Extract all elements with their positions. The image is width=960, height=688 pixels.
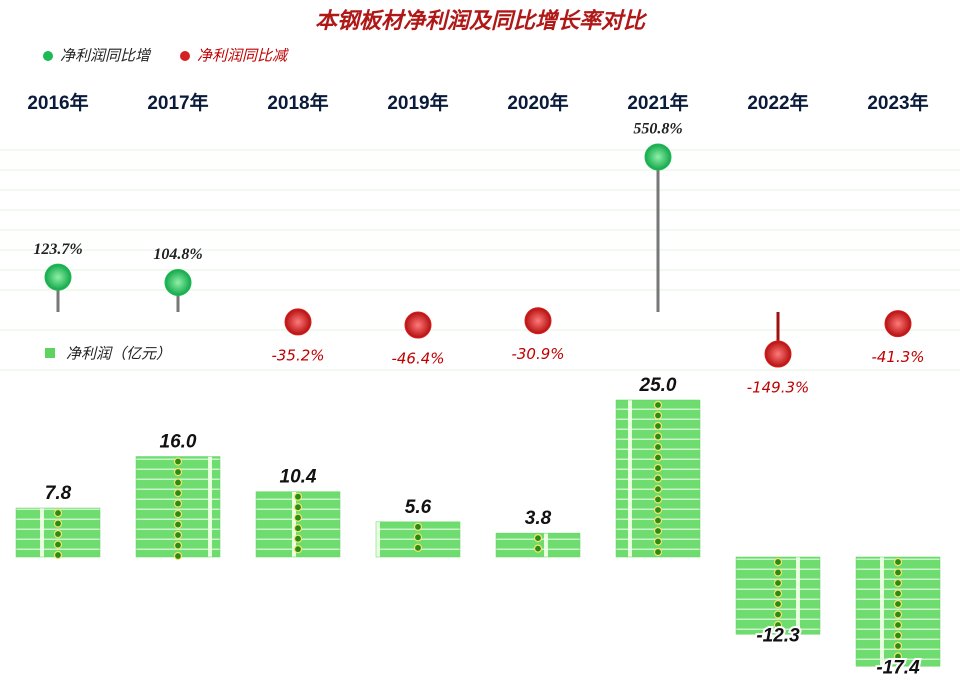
x-tick-label: 2018年 (267, 91, 328, 114)
x-tick-label: 2016年 (27, 91, 88, 114)
bar-decoration (773, 589, 783, 598)
bar-decoration (773, 557, 783, 567)
growth-dot (884, 310, 912, 338)
bar-decoration (413, 543, 423, 552)
bar-decoration (653, 547, 663, 557)
x-tick-label: 2020年 (507, 91, 568, 114)
growth-label: -30.9% (511, 345, 564, 363)
bar-decoration (293, 503, 303, 512)
bar-decoration (53, 508, 63, 518)
bar-decoration (173, 530, 183, 540)
bar-decoration (173, 520, 183, 529)
bar-decoration (893, 641, 903, 651)
bar-value-label: 10.4 (280, 467, 317, 488)
legend-decrease: 净利润同比减 (197, 47, 289, 65)
bar-decoration (173, 457, 183, 466)
legend-increase-marker (43, 51, 53, 61)
bar-decoration (293, 492, 303, 501)
bar-decoration (653, 400, 663, 410)
chart-title: 本钢板材净利润及同比增长率对比 (315, 8, 648, 34)
x-tick-label: 2019年 (387, 91, 448, 114)
bar-decoration (173, 467, 183, 477)
growth-dot (44, 263, 72, 291)
bar-decoration (293, 524, 303, 533)
growth-label: 123.7% (33, 241, 82, 258)
bar-decoration (653, 421, 663, 431)
bar-decoration (773, 568, 783, 577)
bar-decoration (893, 620, 903, 630)
bar-decoration (893, 610, 903, 619)
bar-value-label: 7.8 (45, 483, 72, 504)
growth-label: -41.3% (871, 348, 924, 366)
bar-decoration (293, 545, 303, 554)
bar-value-label: 16.0 (160, 432, 197, 453)
bar-decoration (653, 526, 663, 536)
bar-decoration (53, 550, 63, 560)
growth-dot (524, 307, 552, 335)
bar-value-label: 5.6 (405, 497, 432, 518)
x-tick-label: 2017年 (147, 91, 208, 114)
bar-decoration (893, 631, 903, 640)
bar-value-label: -17.4 (876, 657, 920, 678)
bar-decoration (893, 652, 903, 661)
bar-value-label: 3.8 (525, 508, 552, 529)
bar-decoration (53, 519, 63, 528)
bar-decoration (413, 533, 423, 542)
growth-dot (284, 308, 312, 336)
bar-decoration (773, 578, 783, 588)
legend-increase: 净利润同比增 (60, 47, 152, 65)
bar-decoration (773, 599, 783, 609)
bar-decoration (173, 488, 183, 498)
bar-decoration (533, 544, 543, 553)
bar-decoration (173, 478, 183, 487)
bar-decoration (173, 551, 183, 561)
bar-decoration (893, 578, 903, 588)
growth-label: 550.8% (633, 121, 682, 138)
x-tick-label: 2021年 (627, 91, 688, 114)
bar-decoration (653, 411, 663, 420)
bar-decoration (893, 599, 903, 609)
bar-decoration (653, 537, 663, 546)
bar-decoration (653, 495, 663, 504)
growth-dot (404, 311, 432, 339)
legend-profit: 净利润（亿元） (66, 345, 171, 363)
bar-decoration (173, 541, 183, 550)
bar-decoration (293, 534, 303, 543)
bar-decoration (173, 509, 183, 519)
bar-decoration (653, 463, 663, 473)
x-tick-label: 2022年 (747, 91, 808, 114)
bar-decoration (53, 540, 63, 549)
growth-label: -35.2% (271, 346, 324, 364)
bar-decoration (413, 522, 423, 531)
bar-decoration (653, 453, 663, 462)
bar-decoration (653, 442, 663, 452)
growth-label: -149.3% (747, 379, 810, 397)
bar-decoration (533, 534, 543, 543)
x-tick-label: 2023年 (867, 91, 928, 114)
legend-decrease-marker (180, 51, 190, 61)
bar-value-label: 25.0 (639, 375, 677, 396)
background-lines (0, 149, 960, 371)
bar-decoration (653, 484, 663, 494)
bar-decoration (653, 516, 663, 525)
growth-dot (644, 143, 672, 171)
bar-decoration (773, 620, 783, 630)
bar-decoration (173, 499, 183, 508)
bar-decoration (653, 505, 663, 515)
growth-dot (164, 268, 192, 296)
bar-decoration (773, 610, 783, 619)
bar-decoration (893, 557, 903, 567)
growth-dot (764, 340, 792, 368)
bar-decoration (893, 568, 903, 577)
growth-label: 104.8% (153, 246, 202, 263)
bar-decoration (653, 432, 663, 441)
growth-label: -46.4% (391, 350, 444, 368)
bar-decoration (893, 589, 903, 598)
bar-decoration (53, 529, 63, 539)
legend-profit-marker (45, 348, 55, 358)
bar-value-label: -12.3 (756, 625, 800, 646)
bar-decoration (653, 474, 663, 483)
bar-decoration (293, 513, 303, 522)
